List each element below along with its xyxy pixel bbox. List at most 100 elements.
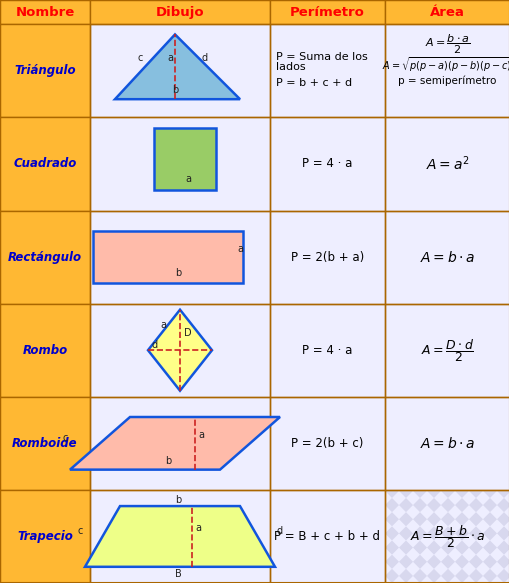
Polygon shape <box>454 326 468 340</box>
Polygon shape <box>132 75 146 89</box>
Polygon shape <box>297 219 312 233</box>
Polygon shape <box>216 233 230 247</box>
Polygon shape <box>104 554 118 569</box>
Polygon shape <box>271 470 286 484</box>
Polygon shape <box>284 275 297 290</box>
Polygon shape <box>146 498 160 512</box>
Polygon shape <box>118 462 132 476</box>
Polygon shape <box>454 168 468 182</box>
Polygon shape <box>367 326 381 340</box>
Polygon shape <box>216 61 230 75</box>
Polygon shape <box>132 154 146 168</box>
Polygon shape <box>271 47 286 61</box>
Polygon shape <box>216 554 230 569</box>
Polygon shape <box>367 205 381 219</box>
Polygon shape <box>104 354 118 368</box>
Polygon shape <box>258 196 271 210</box>
Polygon shape <box>230 18 243 33</box>
Polygon shape <box>269 391 284 405</box>
Polygon shape <box>146 205 160 219</box>
Polygon shape <box>188 111 202 125</box>
Polygon shape <box>202 33 216 47</box>
Polygon shape <box>90 419 104 433</box>
Polygon shape <box>118 368 132 382</box>
Polygon shape <box>146 447 160 462</box>
Polygon shape <box>468 354 482 368</box>
Polygon shape <box>325 476 340 490</box>
Polygon shape <box>395 154 409 168</box>
Polygon shape <box>454 297 468 312</box>
Polygon shape <box>340 4 353 18</box>
Polygon shape <box>284 154 297 168</box>
Polygon shape <box>104 196 118 210</box>
Polygon shape <box>395 275 409 290</box>
Polygon shape <box>412 462 426 476</box>
Polygon shape <box>496 233 509 247</box>
Polygon shape <box>325 33 340 47</box>
Polygon shape <box>367 569 381 583</box>
Polygon shape <box>202 290 216 304</box>
Polygon shape <box>160 476 174 490</box>
Polygon shape <box>468 154 482 168</box>
Polygon shape <box>440 89 454 103</box>
Bar <box>269 397 384 490</box>
Polygon shape <box>398 419 412 433</box>
Polygon shape <box>297 476 312 490</box>
Text: d: d <box>152 340 158 350</box>
Polygon shape <box>440 354 454 368</box>
Polygon shape <box>271 4 286 18</box>
Polygon shape <box>216 484 230 498</box>
Polygon shape <box>258 540 271 554</box>
Polygon shape <box>398 512 412 526</box>
Text: c: c <box>78 526 83 536</box>
Polygon shape <box>412 190 426 205</box>
Polygon shape <box>160 219 174 233</box>
Polygon shape <box>381 140 395 154</box>
Bar <box>90 397 269 490</box>
Polygon shape <box>398 33 412 47</box>
Polygon shape <box>398 526 412 540</box>
Polygon shape <box>160 196 174 210</box>
Polygon shape <box>90 340 104 354</box>
Polygon shape <box>284 462 297 476</box>
Polygon shape <box>496 219 509 233</box>
Polygon shape <box>160 470 174 484</box>
Polygon shape <box>312 498 325 512</box>
Polygon shape <box>202 4 216 18</box>
Polygon shape <box>230 419 243 433</box>
Polygon shape <box>160 484 174 498</box>
Polygon shape <box>454 233 468 247</box>
Text: p = semiperímetro: p = semiperímetro <box>398 76 496 86</box>
Polygon shape <box>258 476 271 490</box>
Polygon shape <box>367 498 381 512</box>
Bar <box>90 304 269 397</box>
Polygon shape <box>440 47 454 61</box>
Polygon shape <box>353 168 367 182</box>
Polygon shape <box>258 168 271 182</box>
Polygon shape <box>230 283 243 297</box>
Polygon shape <box>216 4 230 18</box>
Polygon shape <box>340 312 353 326</box>
Polygon shape <box>340 297 353 312</box>
Polygon shape <box>468 368 482 382</box>
Polygon shape <box>312 554 325 569</box>
Polygon shape <box>146 89 160 103</box>
Polygon shape <box>312 168 325 182</box>
Polygon shape <box>353 140 367 154</box>
Polygon shape <box>202 154 216 168</box>
Polygon shape <box>353 382 367 397</box>
Polygon shape <box>312 405 325 419</box>
Polygon shape <box>426 391 440 405</box>
Polygon shape <box>202 168 216 182</box>
Polygon shape <box>297 18 312 33</box>
Polygon shape <box>454 382 468 397</box>
Polygon shape <box>202 419 216 433</box>
Polygon shape <box>496 182 509 196</box>
Polygon shape <box>160 312 174 326</box>
Polygon shape <box>174 89 188 103</box>
Polygon shape <box>398 247 412 261</box>
Text: c: c <box>63 433 68 443</box>
Polygon shape <box>230 340 243 354</box>
Bar <box>0 304 90 397</box>
Polygon shape <box>104 382 118 397</box>
